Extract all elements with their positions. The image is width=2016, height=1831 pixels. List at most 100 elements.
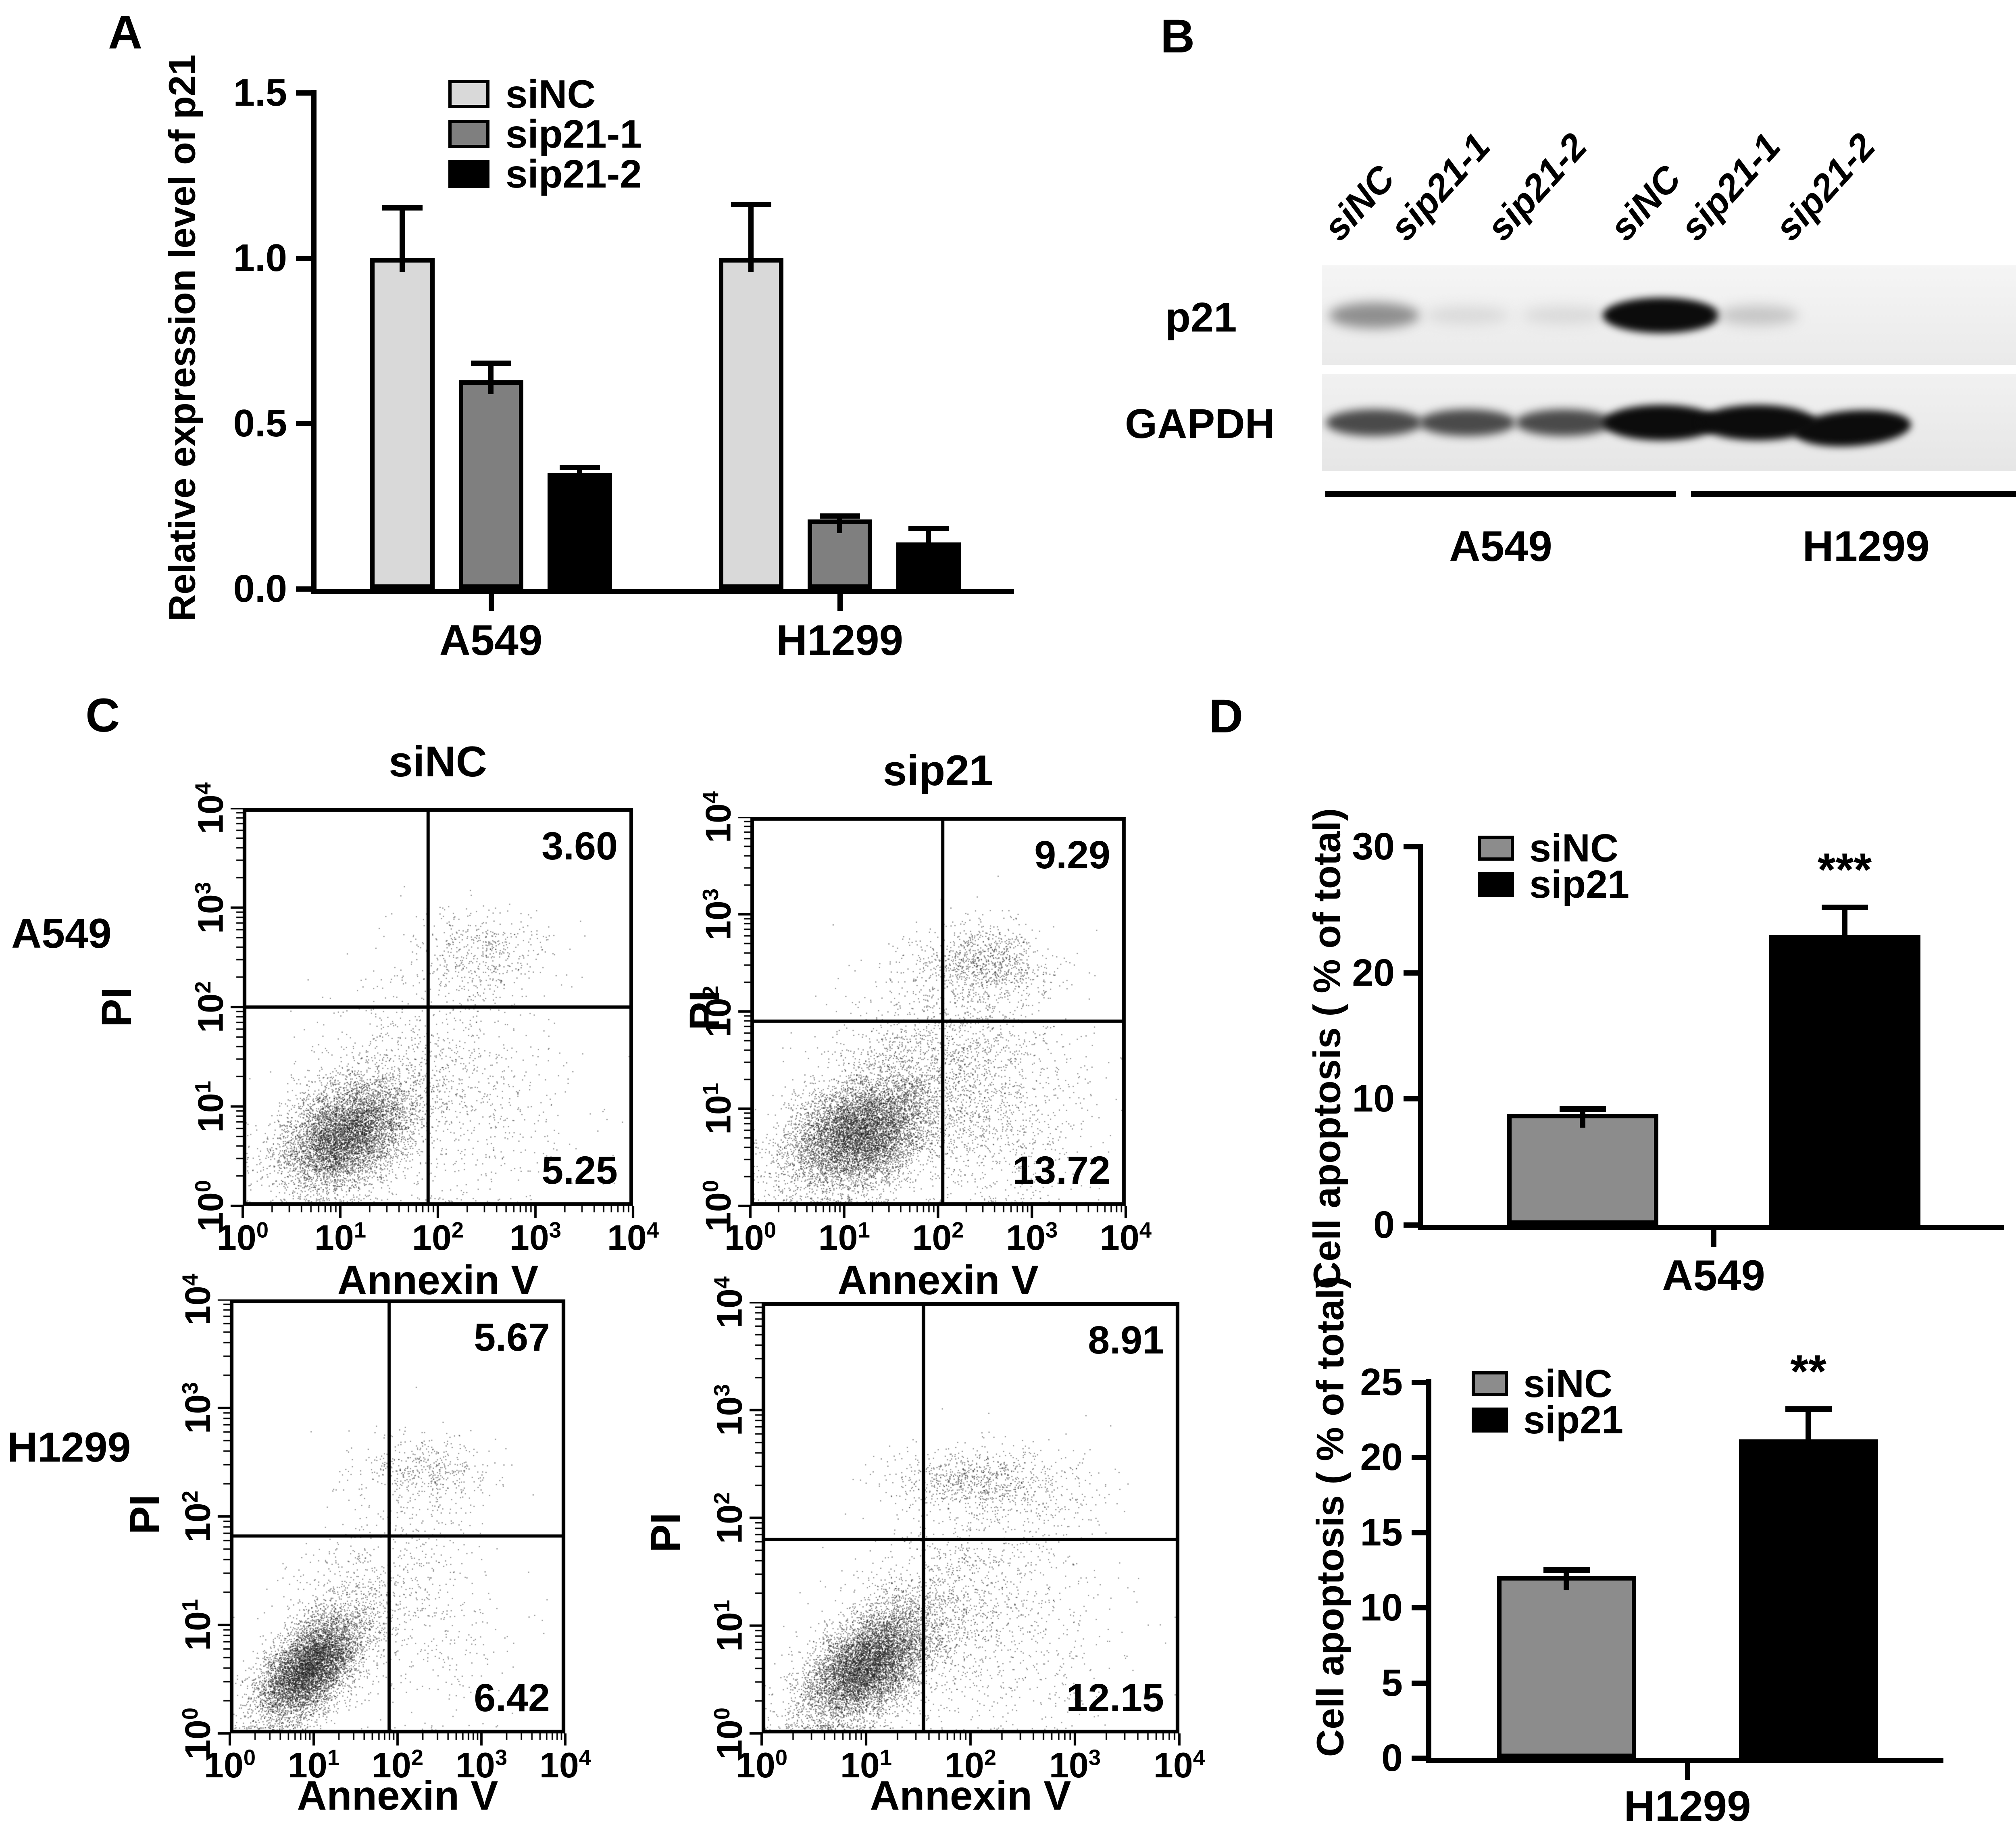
y-tick-label: 0.0 [233, 567, 287, 610]
error-bar-stem [926, 526, 931, 557]
x-tick-label: 103 [455, 1745, 508, 1785]
y-tick-label: 15 [1360, 1511, 1403, 1554]
y-tick-label: 102 [190, 981, 231, 1033]
y-tick-label: 10 [1360, 1586, 1403, 1629]
y-tick [1412, 1680, 1426, 1686]
y-tick [1412, 1380, 1426, 1385]
blot-band [1516, 409, 1612, 436]
legend-swatch [448, 80, 489, 108]
y-tick-label: 103 [190, 882, 231, 934]
x-tick-label: 104 [1100, 1218, 1152, 1258]
y-tick-label: 101 [709, 1600, 750, 1652]
y-tick [1412, 1530, 1426, 1535]
y-axis [1426, 1379, 1431, 1758]
blot-group-label-h1299: H1299 [1802, 522, 1930, 570]
x-tick-label: 101 [287, 1745, 340, 1785]
y-tick-label: 103 [698, 888, 738, 941]
panel-a-bar-chart: 0.0 0.5 1.0 1.5 A549 H1299 siNC sip21-1 sip21-2 [224, 65, 1038, 702]
x-tick-label: 100 [724, 1218, 777, 1258]
flow-column-title: sip21 [883, 746, 993, 795]
error-bar-cap [471, 361, 511, 366]
legend-swatch [1478, 872, 1514, 897]
y-tick [296, 256, 311, 261]
x-tick-label: 103 [509, 1218, 562, 1258]
y-tick-label: 101 [698, 1082, 738, 1135]
blot-band [1522, 306, 1606, 324]
error-bar-stem [400, 205, 405, 272]
y-tick-label: 104 [177, 1273, 218, 1326]
y-tick-label: 104 [709, 1276, 750, 1328]
error-bar-stem [488, 361, 494, 394]
panel-c-letter: C [85, 689, 120, 742]
x-tick-label: 101 [840, 1745, 892, 1785]
blot-lane-label: sip21-2 [1767, 125, 1883, 248]
blot-strip-gapdh [1322, 374, 2016, 471]
y-tick-label: 0 [1373, 1203, 1395, 1246]
error-bar-stem [748, 202, 754, 272]
scatter-canvas [722, 817, 1135, 1224]
bar-siNC [719, 258, 783, 589]
blot-band [1718, 305, 1798, 325]
y-tick [296, 421, 311, 426]
y-tick [1412, 1756, 1426, 1761]
significance-marker: ** [1790, 1345, 1826, 1397]
error-bar-cap [908, 526, 949, 532]
significance-marker: *** [1817, 844, 1872, 896]
y-axis [311, 90, 317, 589]
blot-lane-label: siNC [1315, 158, 1403, 248]
panel-b-letter: B [1160, 10, 1195, 63]
y-tick [1404, 1096, 1418, 1102]
y-tick-label: 20 [1360, 1436, 1403, 1479]
y-tick-label: 20 [1352, 951, 1395, 994]
y-tick-label: 101 [190, 1080, 231, 1132]
flow-row-label-h1299: H1299 [7, 1424, 131, 1471]
y-tick-label: 100 [177, 1707, 218, 1760]
legend-label: siNC [506, 72, 596, 116]
x-tick-label: 102 [944, 1745, 997, 1785]
blot-row-label-gapdh: GAPDH [1125, 400, 1275, 447]
panel-a-y-axis-title: Relative expression level of p21 [161, 54, 203, 621]
x-tick-label: 102 [912, 1218, 964, 1258]
legend-label: sip21-1 [506, 112, 642, 156]
y-tick-label: 10 [1352, 1077, 1395, 1120]
group-label: H1299 [776, 616, 904, 664]
blot-band [1603, 297, 1720, 333]
bar-sip21 [1769, 934, 1920, 1225]
x-tick-label: 102 [371, 1745, 424, 1785]
x-axis-label-annexin-v: Annexin V [337, 1257, 539, 1303]
blot-strip-p21 [1322, 265, 2016, 365]
group-tick [1685, 1763, 1690, 1780]
x-tick-label: 102 [412, 1218, 464, 1258]
y-tick-label: 100 [698, 1180, 738, 1232]
blot-group-label-a549: A549 [1449, 522, 1552, 570]
x-tick-label: 104 [1153, 1745, 1206, 1785]
legend-label: siNC [1523, 1362, 1612, 1406]
y-tick-label: 5 [1381, 1661, 1403, 1704]
error-bar-cap [819, 513, 860, 519]
blot-band [1419, 409, 1516, 436]
y-axis-label-pi: PI [642, 1512, 689, 1553]
y-tick-label: 104 [190, 782, 231, 834]
y-axis-label-pi: PI [93, 987, 140, 1027]
x-tick-label: 103 [1049, 1745, 1101, 1785]
scatter-canvas [202, 1299, 574, 1751]
group-label: A549 [439, 616, 543, 664]
legend-swatch [448, 160, 489, 188]
y-tick [1412, 1605, 1426, 1611]
error-bar-stem [1564, 1567, 1569, 1590]
y-tick [1404, 970, 1418, 976]
error-bar-cap [1821, 904, 1868, 910]
x-tick-label: 100 [735, 1745, 788, 1785]
y-tick-label: 1.0 [233, 236, 287, 279]
flow-plot-a549-sinc: siNC 3.60 5.25 Annexin V 100100101101102… [191, 737, 659, 1303]
error-bar-cap [559, 465, 600, 470]
y-axis-label-pi: PI [121, 1494, 169, 1535]
y-axis [1418, 844, 1423, 1225]
x-tick-label: 101 [314, 1218, 367, 1258]
legend-swatch [448, 120, 489, 148]
panel-d-bar-chart-a549: 0 10 20 30 A549 *** siNC sip21 [1331, 819, 2016, 1331]
panel-d-letter: D [1209, 690, 1243, 743]
blot-band [1326, 409, 1422, 436]
legend-label: siNC [1529, 826, 1618, 870]
